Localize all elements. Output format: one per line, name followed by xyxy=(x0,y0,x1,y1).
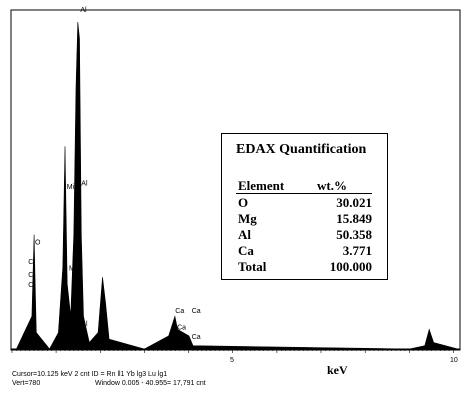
row-wt: 30.021 xyxy=(336,195,372,210)
peak-label: Ca xyxy=(177,324,186,331)
column-header-wt: wt.% xyxy=(317,178,347,193)
table-row: Ca 3.771 xyxy=(222,243,387,259)
peak-label: Al xyxy=(81,181,88,188)
peak-label: Ca xyxy=(175,308,184,315)
x-axis-minor-ticks xyxy=(11,349,454,353)
x-tick-label-10: 10 xyxy=(450,357,458,364)
peak-label: Al xyxy=(80,7,87,14)
peak-label: C xyxy=(28,282,33,289)
row-wt: 100.000 xyxy=(329,259,372,274)
table-row: O 30.021 xyxy=(222,195,387,211)
row-wt: 15.849 xyxy=(336,211,372,226)
peak-label: Al xyxy=(81,321,88,328)
vertical-scale-readout: Vert=780 xyxy=(12,380,41,387)
plot-frame xyxy=(10,9,461,351)
status-footer: Cursor=10.125 keV 2 cnt ID = Rn ll1 Yb l… xyxy=(0,368,461,407)
header-rule xyxy=(236,193,372,194)
peak-label: M xyxy=(69,266,75,273)
peak-label: C xyxy=(28,272,33,279)
row-element: Ca xyxy=(238,243,254,258)
row-element: Al xyxy=(238,227,251,242)
row-wt: 50.358 xyxy=(336,227,372,242)
table-row: Mg 15.849 xyxy=(222,211,387,227)
row-element: Mg xyxy=(238,211,257,226)
column-header-element: Element xyxy=(238,178,285,193)
x-tick-label-5: 5 xyxy=(230,357,234,364)
table-row: Al 50.358 xyxy=(222,227,387,243)
row-element: O xyxy=(238,195,249,210)
peak-label: Ca xyxy=(192,334,201,341)
spectrum-series-0 xyxy=(15,21,458,350)
peak-label: C xyxy=(28,259,33,266)
x-axis-label: keV xyxy=(327,363,348,377)
spectrum-series xyxy=(15,21,458,350)
row-element: Total xyxy=(238,259,267,274)
row-wt: 3.771 xyxy=(342,243,372,258)
window-readout: Window 0.005 - 40.955= 17,791 cnt xyxy=(95,380,206,387)
peak-label: O xyxy=(35,239,41,246)
quantification-title: EDAX Quantification xyxy=(236,142,367,157)
cursor-readout: Cursor=10.125 keV 2 cnt ID = Rn ll1 Yb l… xyxy=(12,371,168,378)
peak-label: Ca xyxy=(192,308,201,315)
peak-label: Mi xyxy=(67,184,75,191)
table-row-total: Total 100.000 xyxy=(222,259,387,275)
quantification-table: EDAX Quantification Element wt.% O 30.02… xyxy=(221,133,388,280)
